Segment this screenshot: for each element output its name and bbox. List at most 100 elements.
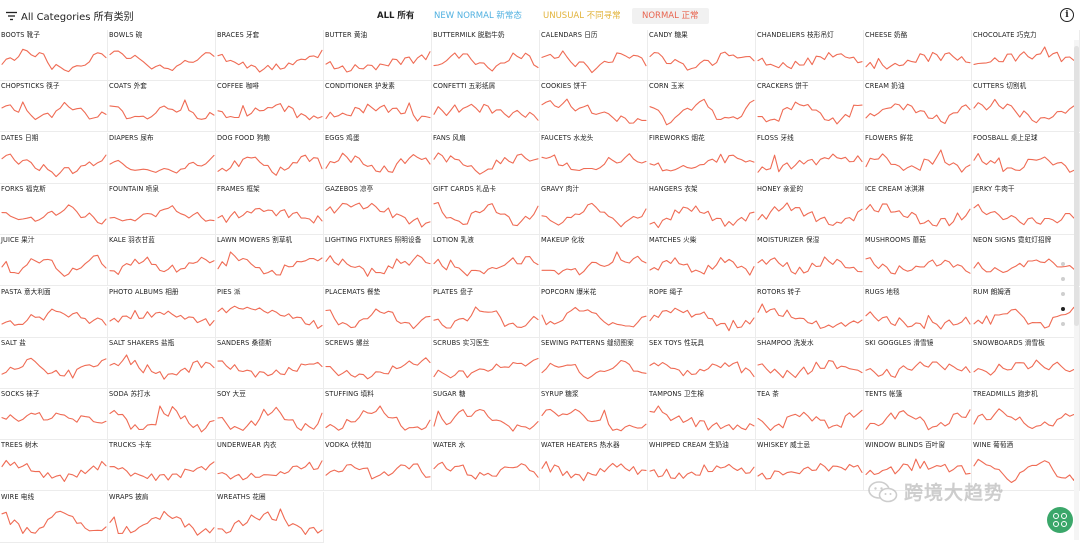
- category-cell[interactable]: DIAPERS 尿布: [108, 132, 216, 184]
- category-cell[interactable]: CREAM 奶油: [864, 81, 972, 133]
- category-cell[interactable]: MATCHES 火柴: [648, 235, 756, 287]
- category-cell[interactable]: BOOTS 靴子: [0, 30, 108, 81]
- category-cell[interactable]: COATS 外套: [108, 81, 216, 133]
- category-cell[interactable]: CONDITIONER 护发素: [324, 81, 432, 133]
- page-dot[interactable]: [1061, 262, 1065, 266]
- category-cell[interactable]: FAUCETS 水龙头: [540, 132, 648, 184]
- category-cell[interactable]: TEA 茶: [756, 389, 864, 441]
- category-cell[interactable]: COFFEE 咖啡: [216, 81, 324, 133]
- category-cell[interactable]: LOTION 乳液: [432, 235, 540, 287]
- tab-new-normal[interactable]: NEW NORMAL 新常态: [434, 11, 522, 21]
- category-cell[interactable]: SALT 盐: [0, 337, 108, 389]
- category-cell[interactable]: SALT SHAKERS 盐瓶: [108, 337, 216, 389]
- category-cell[interactable]: WRAPS 披肩: [108, 491, 216, 543]
- category-cell[interactable]: FOOSBALL 桌上足球: [972, 132, 1080, 184]
- category-cell[interactable]: HONEY 亲爱的: [756, 183, 864, 235]
- category-cell[interactable]: WHIPPED CREAM 生奶油: [648, 440, 756, 492]
- category-cell[interactable]: JUICE 果汁: [0, 235, 108, 287]
- category-cell[interactable]: TREES 树木: [0, 440, 108, 492]
- category-cell[interactable]: WHISKEY 威士忌: [756, 440, 864, 492]
- category-cell[interactable]: UNDERWEAR 内衣: [216, 440, 324, 492]
- category-cell[interactable]: CHANDELIERS 枝形吊灯: [756, 30, 864, 81]
- category-cell[interactable]: SUGAR 糖: [432, 389, 540, 441]
- category-cell[interactable]: CANDY 糖果: [648, 30, 756, 81]
- category-cell[interactable]: WREATHS 花圈: [216, 491, 324, 543]
- category-cell[interactable]: BOWLS 碗: [108, 30, 216, 81]
- category-cell[interactable]: LAWN MOWERS 割草机: [216, 235, 324, 287]
- category-cell[interactable]: WIRE 电线: [0, 491, 108, 543]
- category-cell[interactable]: PIES 派: [216, 286, 324, 338]
- category-cell[interactable]: SANDERS 桑德斯: [216, 337, 324, 389]
- category-cell[interactable]: RUGS 地毯: [864, 286, 972, 338]
- category-cell[interactable]: FORKS 福克斯: [0, 183, 108, 235]
- category-cell[interactable]: CRACKERS 饼干: [756, 81, 864, 133]
- category-cell[interactable]: VODKA 伏特加: [324, 440, 432, 492]
- category-cell[interactable]: JERKY 牛肉干: [972, 183, 1080, 235]
- page-dot[interactable]: [1061, 322, 1065, 326]
- tab-all[interactable]: ALL 所有: [377, 11, 415, 21]
- category-cell[interactable]: TAMPONS 卫生棉: [648, 389, 756, 441]
- category-cell[interactable]: ROPE 绳子: [648, 286, 756, 338]
- category-cell[interactable]: FLOSS 牙线: [756, 132, 864, 184]
- category-cell[interactable]: BUTTERMILK 脱脂牛奶: [432, 30, 540, 81]
- category-cell[interactable]: SHAMPOO 洗发水: [756, 337, 864, 389]
- page-dot[interactable]: [1061, 307, 1065, 311]
- category-cell[interactable]: WINDOW BLINDS 百叶窗: [864, 440, 972, 492]
- category-cell[interactable]: GAZEBOS 凉亭: [324, 183, 432, 235]
- category-cell[interactable]: DATES 日期: [0, 132, 108, 184]
- vertical-scrollbar[interactable]: [1074, 40, 1079, 540]
- category-cell[interactable]: BUTTER 黄油: [324, 30, 432, 81]
- category-cell[interactable]: MUSHROOMS 蘑菇: [864, 235, 972, 287]
- category-cell[interactable]: WATER HEATERS 热水器: [540, 440, 648, 492]
- category-cell[interactable]: FRAMES 框架: [216, 183, 324, 235]
- category-cell[interactable]: SODA 苏打水: [108, 389, 216, 441]
- category-cell[interactable]: TENTS 帐篷: [864, 389, 972, 441]
- info-icon[interactable]: i: [1060, 8, 1074, 22]
- category-cell[interactable]: SKI GOGGLES 滑雪镜: [864, 337, 972, 389]
- category-cell[interactable]: STUFFING 填料: [324, 389, 432, 441]
- category-cell[interactable]: TRUCKS 卡车: [108, 440, 216, 492]
- category-cell[interactable]: COOKIES 饼干: [540, 81, 648, 133]
- tab-normal[interactable]: NORMAL 正常: [632, 8, 709, 24]
- category-cell[interactable]: FANS 风扇: [432, 132, 540, 184]
- category-cell[interactable]: ROTORS 转子: [756, 286, 864, 338]
- category-cell[interactable]: TREADMILLS 跑步机: [972, 389, 1080, 441]
- category-cell[interactable]: CUTTERS 切割机: [972, 81, 1080, 133]
- category-cell[interactable]: GIFT CARDS 礼品卡: [432, 183, 540, 235]
- page-dot[interactable]: [1061, 277, 1065, 281]
- category-cell[interactable]: DOG FOOD 狗粮: [216, 132, 324, 184]
- category-cell[interactable]: MOISTURIZER 保湿: [756, 235, 864, 287]
- category-cell[interactable]: PHOTO ALBUMS 相册: [108, 286, 216, 338]
- category-cell[interactable]: ICE CREAM 冰淇淋: [864, 183, 972, 235]
- category-cell[interactable]: WATER 水: [432, 440, 540, 492]
- category-cell[interactable]: PLACEMATS 餐垫: [324, 286, 432, 338]
- category-cell[interactable]: BRACES 牙套: [216, 30, 324, 81]
- category-cell[interactable]: KALE 羽衣甘蓝: [108, 235, 216, 287]
- grid-view-icon[interactable]: [1047, 507, 1073, 533]
- category-cell[interactable]: PASTA 意大利面: [0, 286, 108, 338]
- category-cell[interactable]: CHOPSTICKS 筷子: [0, 81, 108, 133]
- category-cell[interactable]: HANGERS 衣架: [648, 183, 756, 235]
- category-cell[interactable]: CALENDARS 日历: [540, 30, 648, 81]
- category-cell[interactable]: FLOWERS 鲜花: [864, 132, 972, 184]
- category-cell[interactable]: SCREWS 螺丝: [324, 337, 432, 389]
- category-cell[interactable]: SOY 大豆: [216, 389, 324, 441]
- scrollbar-thumb[interactable]: [1074, 46, 1079, 326]
- category-cell[interactable]: CHEESE 奶酪: [864, 30, 972, 81]
- category-cell[interactable]: POPCORN 爆米花: [540, 286, 648, 338]
- category-cell[interactable]: CHOCOLATE 巧克力: [972, 30, 1080, 81]
- category-cell[interactable]: SEX TOYS 性玩具: [648, 337, 756, 389]
- category-cell[interactable]: FIREWORKS 烟花: [648, 132, 756, 184]
- category-cell[interactable]: MAKEUP 化妆: [540, 235, 648, 287]
- category-cell[interactable]: GRAVY 肉汁: [540, 183, 648, 235]
- category-cell[interactable]: CONFETTI 五彩纸屑: [432, 81, 540, 133]
- category-cell[interactable]: SCRUBS 实习医生: [432, 337, 540, 389]
- category-cell[interactable]: EGGS 鸡蛋: [324, 132, 432, 184]
- tab-unusual[interactable]: UNUSUAL 不同寻常: [543, 11, 621, 21]
- category-cell[interactable]: SEWING PATTERNS 缝纫图案: [540, 337, 648, 389]
- category-cell[interactable]: SYRUP 糖浆: [540, 389, 648, 441]
- category-cell[interactable]: PLATES 盘子: [432, 286, 540, 338]
- category-cell[interactable]: LIGHTING FIXTURES 照明设备: [324, 235, 432, 287]
- category-cell[interactable]: SOCKS 袜子: [0, 389, 108, 441]
- category-cell[interactable]: SNOWBOARDS 滑雪板: [972, 337, 1080, 389]
